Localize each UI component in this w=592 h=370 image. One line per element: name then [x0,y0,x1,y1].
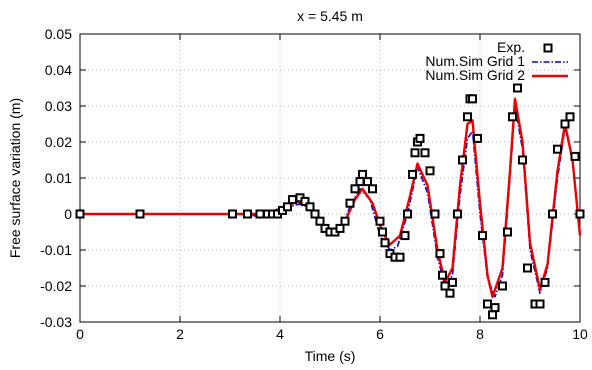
legend-label: Exp. [497,39,525,55]
exp-point [445,288,455,298]
exp-point [355,177,365,187]
exp-point [498,281,507,291]
y-tick-label: 0.04 [45,62,72,78]
exp-point [315,216,325,226]
exp-point [288,195,297,205]
y-tick-label: -0.03 [40,314,72,330]
exp-point [350,184,360,194]
exp-point [415,133,425,143]
y-tick-label: 0 [64,206,72,222]
exp-point [435,249,445,259]
x-tick-label: 8 [476,326,484,342]
exp-point [453,209,462,219]
series-line [80,97,582,298]
exp-point [305,202,315,212]
exp-point [310,209,320,219]
exp-point [375,216,385,226]
exp-point [335,223,345,233]
exp-point [368,184,377,194]
series-layer [75,83,585,320]
exp-point [553,144,562,154]
exp-point [400,231,410,241]
exp-point [513,83,522,93]
y-tick-label: -0.02 [40,278,72,294]
x-tick-label: 6 [376,326,384,342]
exp-point [425,166,435,176]
series-0 [75,83,585,320]
exp-point [340,216,350,226]
exp-point [358,169,367,179]
legend-marker [543,43,553,53]
exp-point [420,148,430,158]
exp-point [535,299,545,309]
exp-point [448,277,457,287]
exp-point [75,209,85,219]
exp-point [468,94,477,104]
exp-point [135,209,145,219]
exp-point [483,299,492,309]
exp-point [488,310,497,320]
exp-point [540,277,550,287]
x-tick-label: 10 [572,326,588,342]
exp-point [395,252,405,262]
exp-point [228,209,237,219]
series-1 [80,105,581,298]
exp-point [478,231,487,241]
exp-point [255,209,265,219]
series-2 [80,97,582,298]
series-line [80,105,581,298]
exp-point [438,270,447,280]
exp-point [575,209,585,219]
y-axis: -0.03 -0.02 -0.01 0 0.01 0.02 0.03 0.04 0.05 [40,26,580,330]
exp-point [570,151,580,161]
exp-point [380,238,390,248]
exp-point [410,148,420,158]
y-tick-label: 0.03 [45,98,72,114]
exp-point [473,133,482,143]
x-tick-label: 0 [76,326,84,342]
exp-point [363,177,372,187]
exp-point [300,196,310,206]
y-tick-label: 0.02 [45,134,72,150]
exp-point [430,209,440,219]
y-tick-label: 0.01 [45,170,72,186]
y-axis-label: Free surface variation (m) [7,98,23,258]
y-tick-label: 0.05 [45,26,72,42]
exp-point [458,155,467,165]
legend-label: Num.Sim Grid 2 [425,67,525,83]
exp-point [560,119,570,129]
exp-point [518,155,527,165]
exp-point [283,202,292,212]
x-axis: 0 2 4 6 8 10 [76,34,588,342]
exp-point [243,209,252,219]
exp-point [548,209,557,219]
exp-point [565,112,575,122]
chart-title: x = 5.45 m [297,8,363,24]
exp-point [508,112,517,122]
exp-point [408,169,417,179]
x-axis-label: Time (s) [305,348,356,364]
exp-point [490,303,500,313]
exp-point [463,112,472,122]
y-tick-label: -0.01 [40,242,72,258]
exp-point [378,227,387,237]
exp-point [403,209,412,219]
exp-point [440,281,450,291]
x-tick-label: 2 [176,326,184,342]
exp-point [345,198,355,208]
x-tick-label: 4 [276,326,284,342]
exp-point [523,263,532,273]
legend-label: Num.Sim Grid 1 [425,53,525,69]
exp-point [503,227,512,237]
